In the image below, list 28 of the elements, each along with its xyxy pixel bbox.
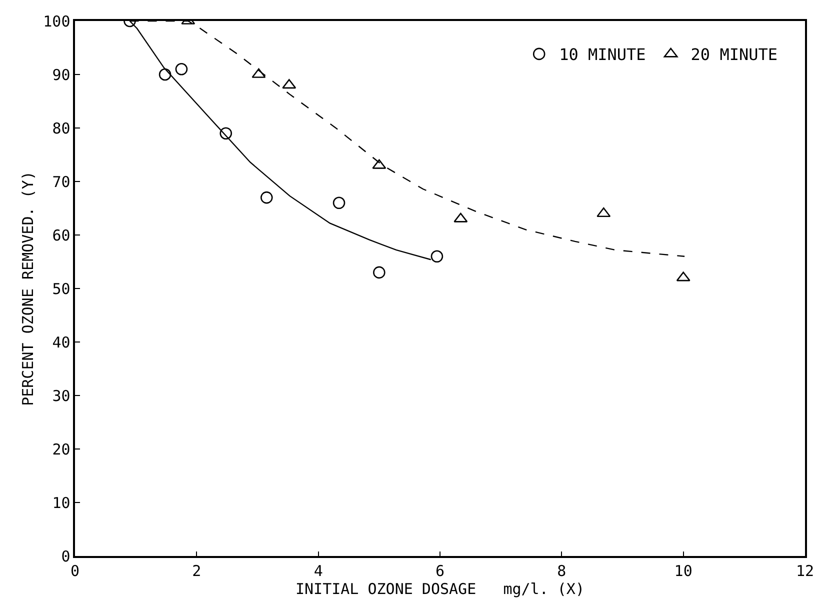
y-tick-label: 0: [61, 547, 70, 566]
x-axis-title: INITIAL OZONE DOSAGE mg/l. (X): [296, 580, 584, 598]
y-tick-label: 10: [52, 494, 70, 512]
point: [260, 191, 273, 204]
y-tick-label: 60: [52, 226, 70, 244]
x-tick-label: 10: [674, 562, 692, 580]
y-tick-label: 20: [52, 440, 70, 458]
point: [430, 250, 444, 263]
point: [373, 266, 386, 279]
x-tick-label: 6: [435, 562, 445, 580]
x-tick-label: 2: [192, 562, 202, 580]
x-tick-label: 12: [796, 562, 814, 580]
y-tick-label: 50: [52, 280, 70, 298]
x-tick-label: 8: [557, 562, 566, 580]
y-tick-label: 70: [52, 172, 70, 191]
legend-label: 10 MINUTE: [559, 45, 646, 64]
y-tick-label: 30: [52, 386, 70, 405]
point: [332, 196, 346, 210]
legend-label: 20 MINUTE: [690, 45, 778, 64]
x-tick-label: 4: [314, 562, 323, 580]
y-tick-label: 40: [52, 333, 70, 352]
point: [220, 127, 232, 140]
y-tick-label: 90: [52, 66, 70, 84]
y-tick-label: 100: [43, 12, 70, 30]
point: [158, 68, 172, 81]
y-axis-title: PERCENT OZONE REMOVED. (Y): [18, 171, 37, 406]
y-tick-label: 80: [52, 119, 70, 138]
point: [175, 63, 188, 76]
